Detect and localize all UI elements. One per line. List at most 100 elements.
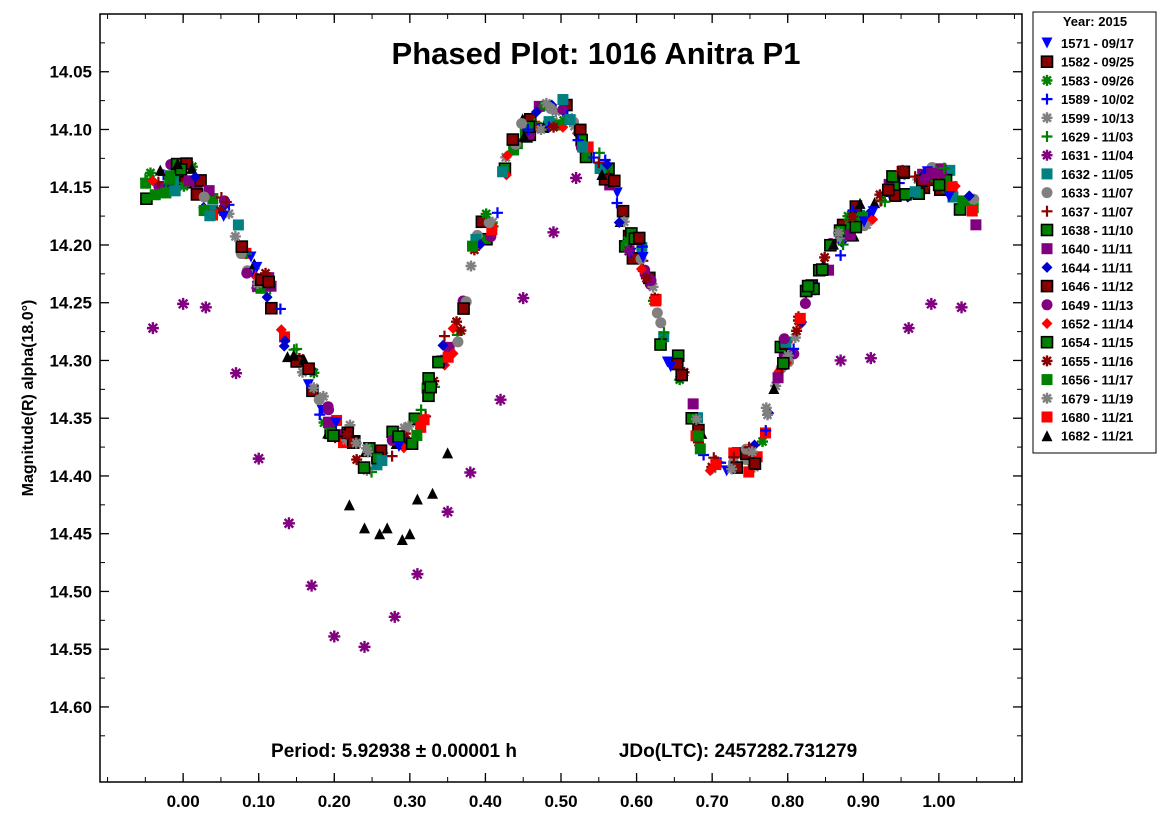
data-point	[308, 382, 320, 394]
x-tick-label: 0.50	[544, 792, 577, 811]
data-point	[362, 446, 374, 458]
epoch-annotation: JDo(LTC): 2457282.731279	[619, 741, 857, 762]
data-point	[399, 428, 411, 440]
data-point	[438, 330, 450, 342]
data-point	[970, 219, 982, 231]
legend-marker	[1041, 261, 1053, 273]
data-point	[640, 272, 652, 284]
data-point	[241, 267, 253, 279]
data-point	[837, 239, 849, 251]
data-point	[174, 163, 188, 176]
data-point	[632, 231, 646, 245]
data-point	[437, 339, 449, 351]
data-point	[204, 210, 216, 222]
data-point	[867, 206, 879, 218]
data-point	[760, 402, 772, 414]
data-point	[235, 240, 249, 253]
chart-title: Phased Plot: 1016 Anitra P1	[392, 36, 801, 71]
data-point	[596, 169, 608, 181]
data-point	[540, 97, 552, 109]
x-tick-label: 0.60	[620, 792, 653, 811]
data-point	[392, 430, 405, 443]
data-point	[926, 167, 938, 179]
period-annotation: Period: 5.92938 ± 0.00001 h	[271, 741, 517, 762]
data-point	[415, 421, 427, 433]
x-tick-label: 0.00	[167, 792, 200, 811]
data-point-1631	[547, 226, 560, 239]
data-point-1682	[404, 528, 416, 540]
data-point	[172, 158, 184, 170]
y-axis: 14.05 14.10 14.15 14.20 14.25 14.30 14.35 14.40…	[49, 42, 1022, 737]
data-point-1631	[252, 452, 265, 465]
x-tick-label: 0.80	[771, 792, 804, 811]
y-tick-label: 14.15	[49, 178, 92, 197]
data-point-1631	[623, 244, 636, 257]
y-tick-label: 14.35	[49, 409, 92, 428]
data-point	[480, 208, 492, 220]
legend-entry: 1680 - 11/21	[1061, 410, 1133, 425]
data-point	[760, 425, 772, 437]
data-point	[279, 335, 291, 347]
data-point	[255, 282, 267, 294]
data-point	[154, 164, 166, 176]
data-point	[357, 461, 371, 474]
data-point	[455, 324, 467, 336]
data-point	[655, 317, 667, 329]
data-point	[393, 441, 405, 453]
legend-marker	[1041, 149, 1053, 161]
data-point	[530, 106, 542, 118]
legend-marker	[1041, 299, 1053, 311]
data-point	[557, 103, 569, 115]
data-point	[313, 394, 325, 406]
legend-entry: 1631 - 11/04	[1061, 148, 1134, 163]
data-point	[728, 451, 740, 463]
y-tick-label: 14.20	[49, 236, 92, 255]
legend-marker	[1041, 318, 1053, 329]
data-point	[149, 189, 161, 201]
data-point	[789, 332, 801, 344]
data-point	[801, 279, 815, 293]
data-point	[229, 230, 241, 242]
data-point	[411, 430, 423, 442]
data-point	[262, 275, 276, 289]
data-point	[183, 175, 195, 187]
data-point-1631	[494, 393, 507, 406]
data-point	[553, 119, 565, 131]
data-point	[772, 372, 784, 384]
data-point	[687, 398, 699, 410]
y-tick-label: 14.30	[49, 351, 92, 370]
data-point	[508, 144, 520, 156]
data-point	[794, 312, 806, 324]
data-point	[886, 170, 899, 183]
data-point-1631	[517, 292, 530, 305]
legend-entry: 1646 - 11/12	[1061, 279, 1133, 294]
data-point	[491, 207, 503, 219]
data-point	[647, 281, 659, 293]
data-point	[232, 219, 244, 231]
data-point	[593, 157, 605, 169]
legend-entry: 1655 - 11/16	[1061, 354, 1133, 369]
data-point-1631	[955, 301, 968, 314]
legend: Year: 2015 1571 - 09/17 1582 - 09/25 1583 …	[1032, 11, 1157, 454]
data-point	[944, 164, 956, 176]
data-point	[665, 361, 677, 373]
data-point	[656, 335, 668, 347]
legend-marker	[1041, 74, 1053, 86]
data-point	[483, 217, 495, 229]
legend-entry: 1637 - 11/07	[1061, 204, 1133, 219]
legend-marker	[1041, 205, 1053, 217]
legend-marker	[1041, 112, 1053, 124]
data-point	[350, 437, 362, 449]
data-point	[651, 307, 663, 319]
data-point	[302, 362, 315, 375]
data-point	[874, 189, 886, 201]
data-point	[376, 455, 388, 467]
data-point	[452, 336, 464, 348]
data-point	[726, 463, 738, 475]
data-point	[220, 196, 232, 208]
data-point	[465, 260, 477, 272]
x-tick-label: 0.70	[696, 792, 729, 811]
legend-marker	[1041, 355, 1053, 367]
data-point	[966, 205, 978, 217]
data-point	[214, 205, 226, 217]
